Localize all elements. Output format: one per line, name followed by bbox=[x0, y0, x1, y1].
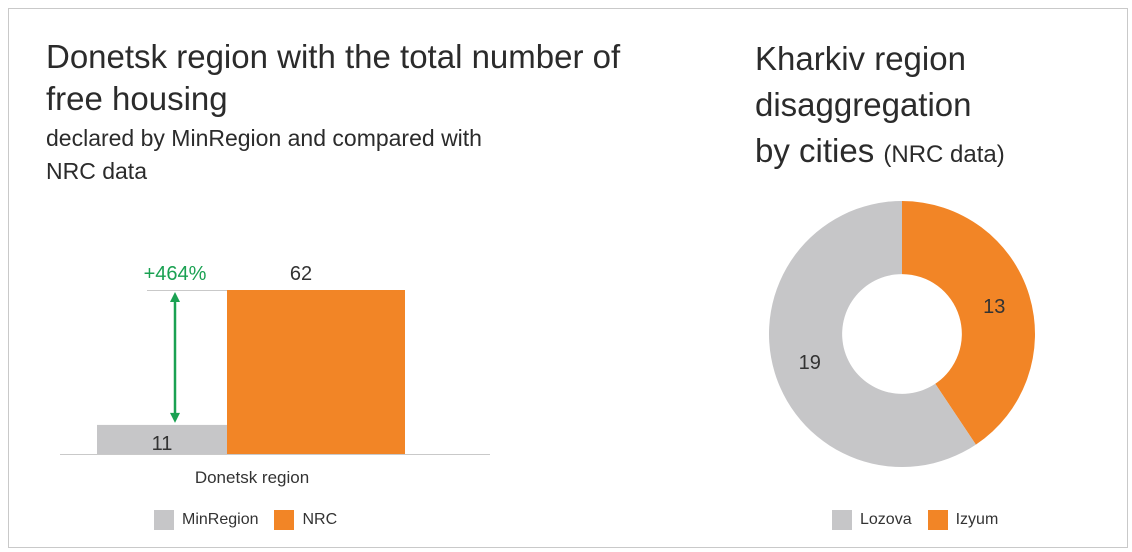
legend-item-izyum: Izyum bbox=[927, 510, 999, 530]
annotation-percent-increase: +464% bbox=[144, 263, 207, 285]
legend-swatch-nrc bbox=[274, 510, 295, 530]
legend-label-izyum: Izyum bbox=[955, 511, 999, 528]
donut-slice-izyum bbox=[902, 201, 1035, 445]
bar-minregion bbox=[97, 424, 227, 454]
donut-title-suffix: (NRC data) bbox=[883, 141, 1005, 168]
x-tick-label: Donetsk region bbox=[195, 468, 309, 487]
bar-nrc bbox=[227, 290, 405, 454]
donut-title-line-3: by cities (NRC data) bbox=[755, 128, 1095, 178]
donut-label-izyum: 13 bbox=[983, 296, 1005, 318]
data-label-minregion: 11 bbox=[152, 433, 173, 455]
legend-swatch-minregion bbox=[154, 510, 174, 530]
donut-title-line-3-text: by cities bbox=[755, 132, 875, 169]
bar-legend: MinRegion NRC bbox=[154, 510, 353, 530]
donut-label-lozova: 19 bbox=[799, 352, 821, 374]
donut-legend: Lozova Izyum bbox=[832, 510, 1014, 530]
legend-label-lozova: Lozova bbox=[860, 511, 912, 528]
donut-chart-title: Kharkiv region disaggregation by cities … bbox=[755, 36, 1095, 178]
left-title-block: Donetsk region with the total number of … bbox=[46, 36, 666, 188]
legend-label-minregion: MinRegion bbox=[182, 511, 259, 528]
donut-title-line-2: disaggregation bbox=[755, 86, 972, 123]
difference-arrow-head-down bbox=[170, 412, 180, 423]
bar-chart-title: Donetsk region with the total number of … bbox=[46, 38, 621, 117]
donut-slice-lozova bbox=[768, 201, 976, 467]
data-label-nrc: 62 bbox=[290, 263, 312, 285]
legend-item-lozova: Lozova bbox=[832, 510, 912, 530]
legend-item-minregion: MinRegion bbox=[154, 510, 258, 530]
difference-arrow-head-up bbox=[170, 292, 180, 302]
legend-swatch-izyum bbox=[927, 510, 948, 530]
legend-item-nrc: NRC bbox=[274, 510, 337, 530]
donut-title-line-1: Kharkiv region bbox=[755, 40, 966, 77]
legend-label-nrc: NRC bbox=[302, 511, 338, 528]
legend-swatch-lozova bbox=[832, 510, 852, 530]
bar-chart-subtitle: declared by MinRegion and compared with … bbox=[46, 125, 482, 184]
